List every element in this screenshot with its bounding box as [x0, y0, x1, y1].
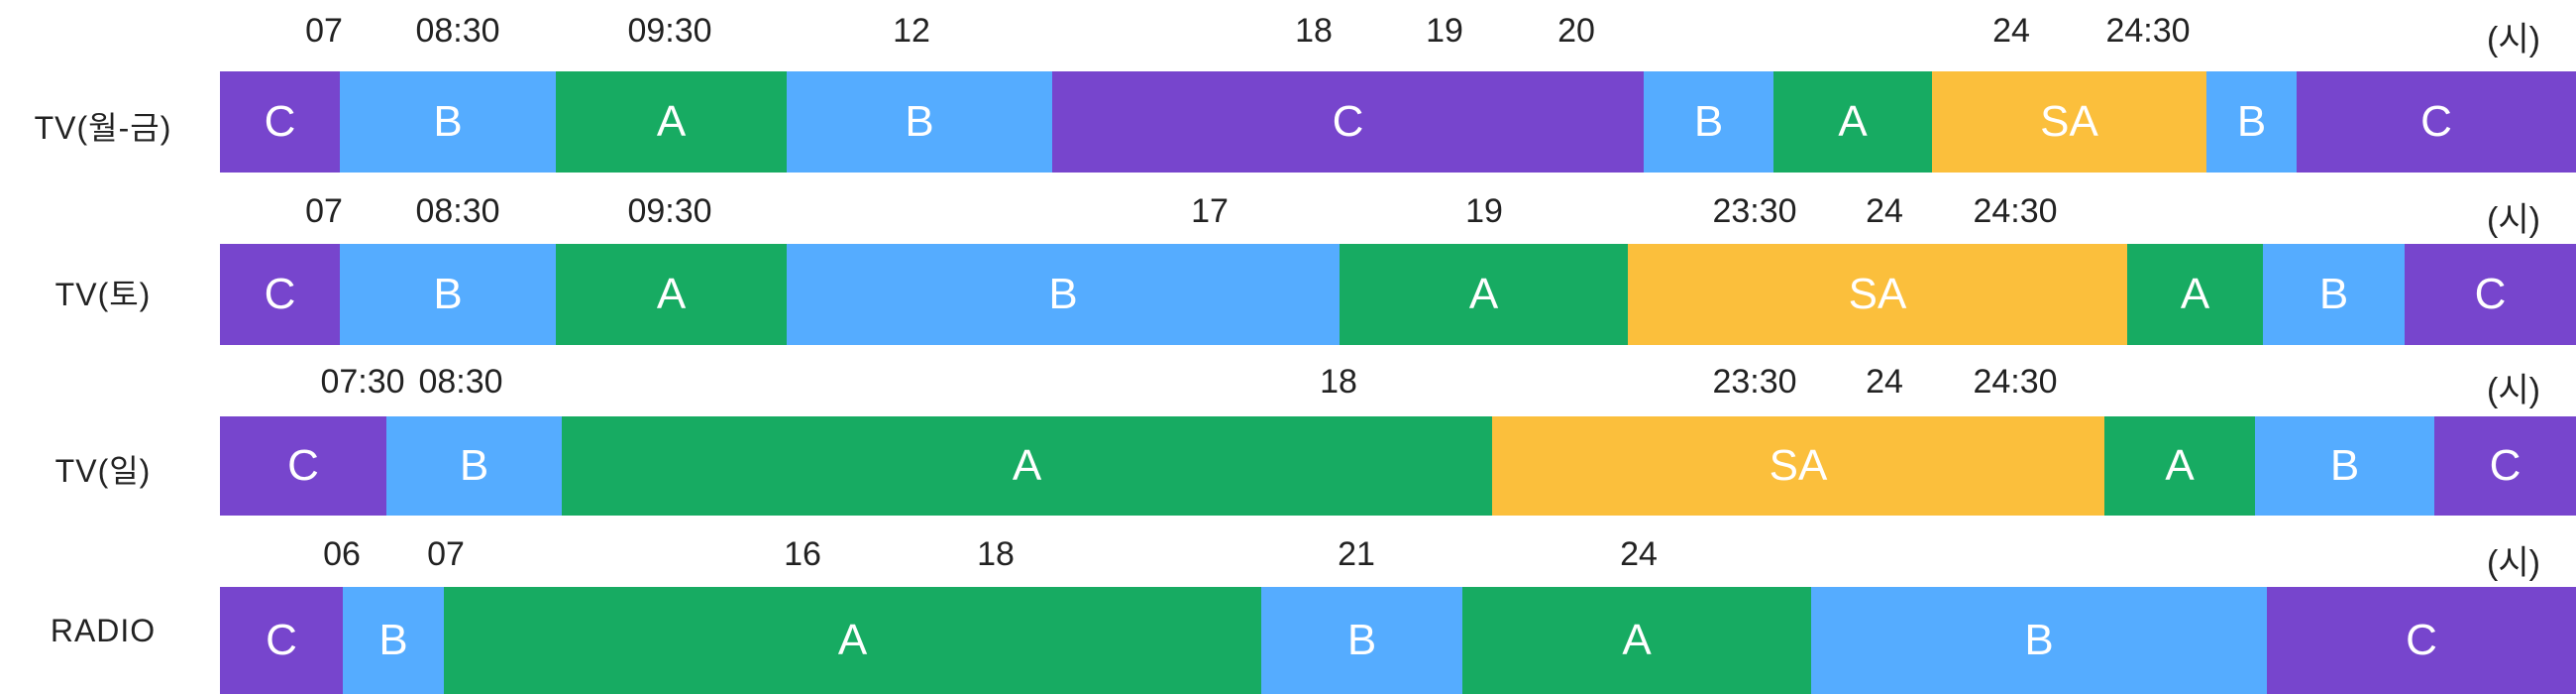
- grade-segment-b: B: [2206, 71, 2297, 173]
- grade-segment-a: A: [2104, 416, 2255, 516]
- grade-segment-c: C: [2297, 71, 2576, 173]
- time-tick: 24:30: [1973, 192, 2058, 230]
- grade-segment-c: C: [220, 587, 343, 694]
- grade-segment-sa: SA: [1492, 416, 2104, 516]
- grade-segment-b: B: [1644, 71, 1773, 173]
- grade-segment-b: B: [787, 71, 1052, 173]
- grade-segment-c: C: [2267, 587, 2576, 694]
- time-tick: 07: [427, 535, 465, 573]
- time-tick: 07:30: [320, 363, 405, 401]
- grade-segment-c: C: [220, 416, 386, 516]
- grade-segment-sa: SA: [1628, 244, 2127, 345]
- grade-segment-c: C: [2405, 244, 2576, 345]
- time-tick: 09:30: [627, 12, 712, 50]
- timeline-bar: C B A SA A B C: [220, 416, 2576, 516]
- time-tick: 24: [1866, 363, 1903, 401]
- time-tick: 20: [1557, 12, 1595, 50]
- time-tick: 07: [305, 12, 343, 50]
- time-tick: 24:30: [1973, 363, 2058, 401]
- time-unit-label: (시): [2487, 201, 2540, 239]
- time-tick: 19: [1426, 12, 1463, 50]
- time-tick: 16: [784, 535, 821, 573]
- time-tick: 07: [305, 192, 343, 230]
- time-tick: 08:30: [418, 363, 503, 401]
- grade-segment-b: B: [340, 71, 556, 173]
- grade-segment-a: A: [444, 587, 1261, 694]
- row-label-tv-weekday: TV(월-금): [34, 110, 172, 146]
- grade-segment-sa: SA: [1932, 71, 2206, 173]
- grade-segment-b: B: [386, 416, 562, 516]
- time-tick: 18: [977, 535, 1015, 573]
- grade-segment-b: B: [2255, 416, 2434, 516]
- grade-segment-b: B: [2263, 244, 2405, 345]
- row-label-radio: RADIO: [50, 613, 157, 648]
- grade-segment-b: B: [1261, 587, 1462, 694]
- grade-segment-a: A: [1462, 587, 1811, 694]
- timeline-bar: C B A B A SA A B C: [220, 244, 2576, 345]
- time-tick: 08:30: [415, 12, 500, 50]
- time-tick: 18: [1320, 363, 1357, 401]
- time-tick: 12: [893, 12, 930, 50]
- time-tick: 18: [1295, 12, 1333, 50]
- time-tick: 19: [1465, 192, 1503, 230]
- time-tick: 17: [1191, 192, 1229, 230]
- grade-segment-c: C: [1052, 71, 1644, 173]
- time-tick: 24: [1992, 12, 2030, 50]
- time-tick: 24: [1620, 535, 1658, 573]
- time-tick: 24:30: [2105, 12, 2191, 50]
- grade-segment-a: A: [562, 416, 1492, 516]
- time-tick: 21: [1338, 535, 1375, 573]
- grade-segment-a: A: [1340, 244, 1628, 345]
- time-unit-label: (시): [2487, 372, 2540, 409]
- time-unit-label: (시): [2487, 544, 2540, 582]
- time-tick: 24: [1866, 192, 1903, 230]
- grade-segment-b: B: [340, 244, 556, 345]
- grade-segment-c: C: [220, 71, 340, 173]
- time-tick: 23:30: [1712, 363, 1797, 401]
- time-tick: 09:30: [627, 192, 712, 230]
- time-tick: 08:30: [415, 192, 500, 230]
- row-label-tv-saturday: TV(토): [54, 277, 152, 312]
- grade-segment-c: C: [2434, 416, 2576, 516]
- grade-segment-c: C: [220, 244, 340, 345]
- grade-segment-a: A: [556, 71, 787, 173]
- grade-segment-a: A: [1773, 71, 1932, 173]
- grade-segment-b: B: [343, 587, 444, 694]
- time-tick: 06: [323, 535, 361, 573]
- grade-segment-a: A: [556, 244, 787, 345]
- grade-segment-a: A: [2127, 244, 2263, 345]
- time-unit-label: (시): [2487, 21, 2540, 58]
- timeline-bar: C B A B C B A SA B C: [220, 71, 2576, 173]
- grade-segment-b: B: [1811, 587, 2267, 694]
- time-tick: 23:30: [1712, 192, 1797, 230]
- row-label-tv-sunday: TV(일): [54, 453, 152, 489]
- grade-segment-b: B: [787, 244, 1340, 345]
